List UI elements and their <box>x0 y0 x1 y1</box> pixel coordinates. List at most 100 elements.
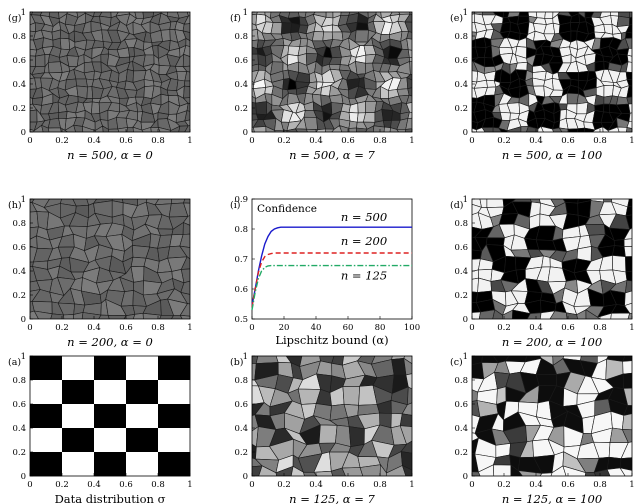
voronoi-cell <box>409 57 412 62</box>
x-tick-label: 0.6 <box>561 136 575 146</box>
voronoi-cell <box>330 467 346 476</box>
voronoi-cell <box>299 38 308 47</box>
panel-caption-d: n = 200, α = 100 <box>502 335 602 349</box>
voronoi-cell <box>35 54 46 67</box>
panel-frame <box>29 355 191 477</box>
voronoi-cell <box>383 126 391 132</box>
voronoi-cell <box>625 23 632 34</box>
voronoi-cell <box>541 255 551 268</box>
y-tick-label: 1 <box>463 195 468 205</box>
voronoi-cell <box>160 29 171 42</box>
y-tick-label: 0.2 <box>234 448 248 458</box>
x-tick-label: 0 <box>27 323 32 333</box>
voronoi-cell <box>520 126 529 132</box>
y-tick-label: 0.2 <box>234 104 248 114</box>
voronoi-cell <box>629 16 632 26</box>
y-tick-label: 0.8 <box>234 32 248 42</box>
chart-title: Confidence <box>257 203 317 215</box>
voronoi-cell <box>577 200 592 219</box>
panel-label-e: (e) <box>450 13 463 24</box>
y-tick-label: 1 <box>243 8 248 18</box>
voronoi-cell <box>625 256 632 273</box>
voronoi-cell <box>624 302 632 315</box>
voronoi-cell <box>286 128 298 132</box>
x-tick-label: 0 <box>469 323 474 333</box>
x-tick-label: 0.8 <box>593 323 607 333</box>
voronoi-cell <box>626 96 632 105</box>
voronoi-cell <box>41 124 50 132</box>
voronoi-cell <box>179 245 190 260</box>
voronoi-cell <box>511 199 533 203</box>
voronoi-cell <box>493 464 512 476</box>
x-tick-label: 0.8 <box>373 136 387 146</box>
x-tick-label: 0.4 <box>87 480 101 490</box>
voronoi-cell <box>515 61 528 71</box>
voronoi-cell <box>622 372 632 389</box>
panel-caption-h: n = 200, α = 0 <box>67 335 153 349</box>
voronoi-cell <box>355 61 367 75</box>
voronoi-cell <box>157 228 174 236</box>
voronoi-cell <box>47 61 63 74</box>
x-tick-label: 0.4 <box>87 323 101 333</box>
panel-label-h: (h) <box>8 200 22 211</box>
voronoi-cell <box>626 127 632 132</box>
voronoi-cell <box>518 12 530 17</box>
y-tick-label: 0.9 <box>234 195 248 205</box>
voronoi-panel-h: 0 0.2 0.4 0.6 0.8 1 0 0.2 0.4 0.6 0.8 1 <box>12 195 192 333</box>
y-tick-label: 1 <box>463 8 468 18</box>
checker-cell <box>126 356 159 381</box>
checker-cell <box>62 380 95 405</box>
voronoi-cell <box>81 312 102 319</box>
voronoi-cell <box>33 310 53 319</box>
x-tick-label: 1 <box>187 323 192 333</box>
voronoi-cell <box>472 311 481 319</box>
voronoi-cell <box>629 12 632 19</box>
y-tick-label: 0.8 <box>454 376 468 386</box>
chart-frame <box>251 198 413 320</box>
y-tick-label: 0.6 <box>454 56 468 66</box>
voronoi-cell <box>342 385 361 406</box>
y-tick-label: 0.6 <box>12 400 26 410</box>
voronoi-cell <box>576 309 587 319</box>
voronoi-cell <box>406 77 412 90</box>
voronoi-cell <box>617 126 628 132</box>
panel-label-c: (c) <box>450 357 463 368</box>
x-tick-label: 1 <box>187 136 192 146</box>
x-tick-label: 1 <box>629 136 634 146</box>
voronoi-cell <box>183 15 190 25</box>
y-tick-label: 0.4 <box>454 80 468 90</box>
voronoi-cells <box>472 199 632 319</box>
voronoi-cell <box>182 23 190 33</box>
y-tick-label: 0.4 <box>454 424 468 434</box>
voronoi-cell <box>401 402 412 416</box>
voronoi-cell <box>258 465 277 476</box>
y-tick-label: 0.4 <box>234 80 248 90</box>
voronoi-cell <box>565 201 579 216</box>
voronoi-cell <box>115 117 128 130</box>
voronoi-cells <box>30 12 190 132</box>
y-tick-label: 0 <box>463 128 468 138</box>
voronoi-cell <box>185 37 190 47</box>
voronoi-cell <box>184 70 190 82</box>
y-tick-label: 0.7 <box>234 255 248 265</box>
checker-cell <box>158 380 191 405</box>
x-tick-label: 0.8 <box>593 480 607 490</box>
voronoi-cell <box>578 70 589 82</box>
x-tick-label: 0.8 <box>151 480 165 490</box>
voronoi-cell <box>623 387 632 406</box>
voronoi-cell <box>603 84 614 98</box>
voronoi-cell <box>472 249 483 260</box>
x-tick-label: 0.8 <box>151 136 165 146</box>
checker-cell <box>62 452 95 477</box>
voronoi-cell <box>481 12 497 16</box>
voronoi-cell <box>363 112 376 123</box>
voronoi-cell <box>255 101 268 116</box>
x-tick-label: 1 <box>409 480 414 490</box>
x-tick-label: 0.4 <box>309 480 323 490</box>
voronoi-cell <box>132 126 144 132</box>
voronoi-cell <box>354 29 369 43</box>
voronoi-cell <box>183 80 190 88</box>
voronoi-cells <box>472 12 632 132</box>
voronoi-cell <box>30 261 34 267</box>
